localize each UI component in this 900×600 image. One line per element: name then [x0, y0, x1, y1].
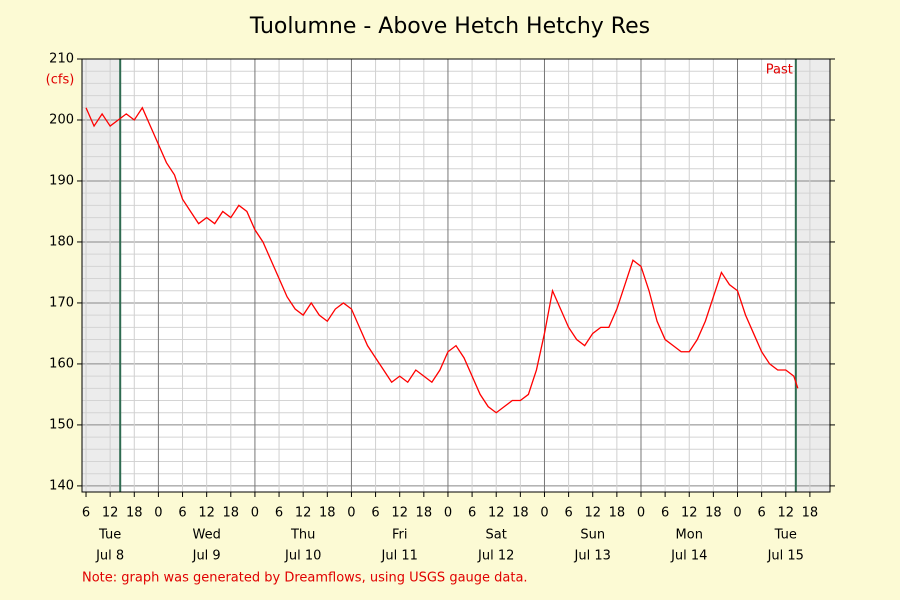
x-tick-label: 18: [126, 506, 143, 521]
x-tick-label: 12: [198, 506, 215, 521]
x-tick-label: 12: [777, 506, 794, 521]
x-tick-label: 6: [275, 506, 283, 521]
x-tick-label: 0: [444, 506, 452, 521]
date-label: Jul 9: [192, 549, 221, 564]
x-tick-label: 6: [371, 506, 379, 521]
past-label: Past: [766, 63, 793, 78]
x-tick-label: 18: [223, 506, 240, 521]
y-tick-label: 170: [49, 295, 74, 310]
x-tick-label: 18: [319, 506, 336, 521]
x-tick-label: 0: [347, 506, 355, 521]
x-tick-label: 18: [609, 506, 626, 521]
x-tick-label: 0: [540, 506, 548, 521]
plot-area: [82, 59, 830, 492]
x-tick-label: 0: [154, 506, 162, 521]
y-tick-label: 180: [49, 234, 74, 249]
date-label: Jul 10: [284, 549, 321, 564]
date-label: Jul 8: [95, 549, 124, 564]
x-tick-label: 6: [468, 506, 476, 521]
shade: [795, 59, 830, 492]
weekday-label: Thu: [290, 528, 315, 543]
x-tick-label: 12: [295, 506, 312, 521]
date-label: Jul 15: [767, 549, 804, 564]
y-tick-label: 200: [49, 112, 74, 127]
note: Note: graph was generated by Dreamflows,…: [82, 571, 528, 586]
chart-title: Tuolumne - Above Hetch Hetchy Res: [249, 14, 650, 39]
x-tick-label: 12: [584, 506, 601, 521]
date-label: Jul 11: [381, 549, 418, 564]
date-label: Jul 14: [670, 549, 707, 564]
x-tick-label: 18: [512, 506, 529, 521]
x-tick-label: 18: [802, 506, 819, 521]
data-line: [85, 106, 799, 414]
x-tick-label: 0: [733, 506, 741, 521]
date-label: Jul 12: [477, 549, 514, 564]
y-tick-label: 150: [49, 417, 74, 432]
plot-frame: [81, 58, 831, 493]
x-tick-label: 0: [251, 506, 259, 521]
x-tick-label: 12: [391, 506, 408, 521]
shade: [82, 59, 121, 492]
x-tick-label: 6: [178, 506, 186, 521]
x-tick-label: 0: [637, 506, 645, 521]
weekday-label: Tue: [98, 528, 121, 543]
y-tick-label: 190: [49, 173, 74, 188]
weekday-label: Sat: [486, 528, 507, 543]
y-tick-label: 160: [49, 356, 74, 371]
weekday-label: Tue: [774, 528, 797, 543]
y-axis-label: (cfs): [46, 73, 75, 88]
weekday-label: Mon: [676, 528, 703, 543]
x-tick-label: 18: [705, 506, 722, 521]
x-tick-label: 12: [488, 506, 505, 521]
x-tick-label: 6: [757, 506, 765, 521]
weekday-label: Fri: [392, 528, 408, 543]
date-label: Jul 13: [574, 549, 611, 564]
x-tick-label: 6: [82, 506, 90, 521]
weekday-label: Wed: [192, 528, 220, 543]
x-tick-label: 6: [661, 506, 669, 521]
x-tick-label: 12: [102, 506, 119, 521]
y-tick-label: 140: [49, 478, 74, 493]
x-tick-label: 6: [564, 506, 572, 521]
weekday-label: Sun: [580, 528, 605, 543]
x-tick-label: 18: [416, 506, 433, 521]
y-tick-label: 210: [49, 52, 74, 67]
x-tick-label: 12: [681, 506, 698, 521]
